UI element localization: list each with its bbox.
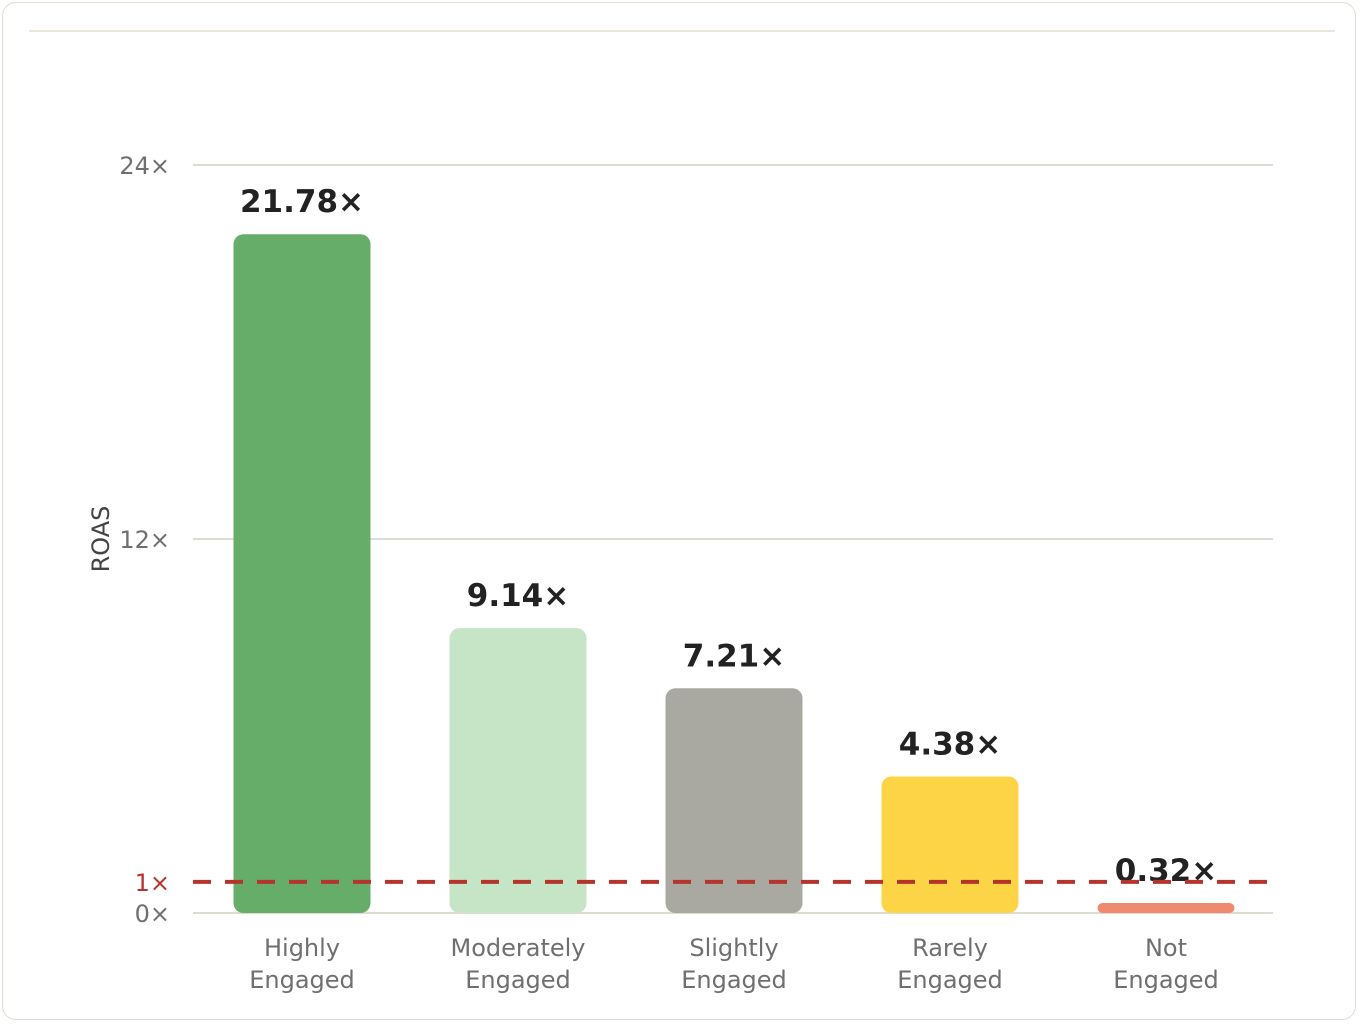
card-top-divider — [29, 30, 1335, 32]
reference-line-label: 1× — [135, 869, 170, 897]
x-tick-label: Slightly — [689, 934, 778, 962]
x-tick-label: Engaged — [897, 966, 1003, 994]
bar-value-label: 21.78× — [240, 184, 364, 220]
bar-3 — [665, 688, 803, 913]
x-tick-label: Engaged — [681, 966, 787, 994]
bar-value-label: 9.14× — [467, 578, 569, 614]
y-tick-label: 24× — [119, 152, 170, 180]
x-tick-label: Moderately — [450, 934, 585, 962]
x-tick-label: Rarely — [912, 934, 988, 962]
bar-2 — [449, 628, 587, 913]
bar-5 — [1097, 903, 1235, 913]
bar-value-label: 7.21× — [683, 638, 785, 674]
bar-value-label: 4.38× — [899, 726, 1001, 762]
x-tick-label: Not — [1145, 934, 1187, 962]
y-tick-label: 12× — [119, 526, 170, 554]
x-tick-label: Engaged — [465, 966, 571, 994]
x-tick-label: Engaged — [1113, 966, 1219, 994]
bar-4 — [881, 776, 1019, 913]
y-tick-label: 0× — [135, 900, 170, 928]
y-axis-label: ROAS — [87, 506, 115, 573]
x-tick-label: Highly — [264, 934, 340, 962]
x-tick-label: Engaged — [249, 966, 355, 994]
bar-1 — [233, 234, 371, 913]
